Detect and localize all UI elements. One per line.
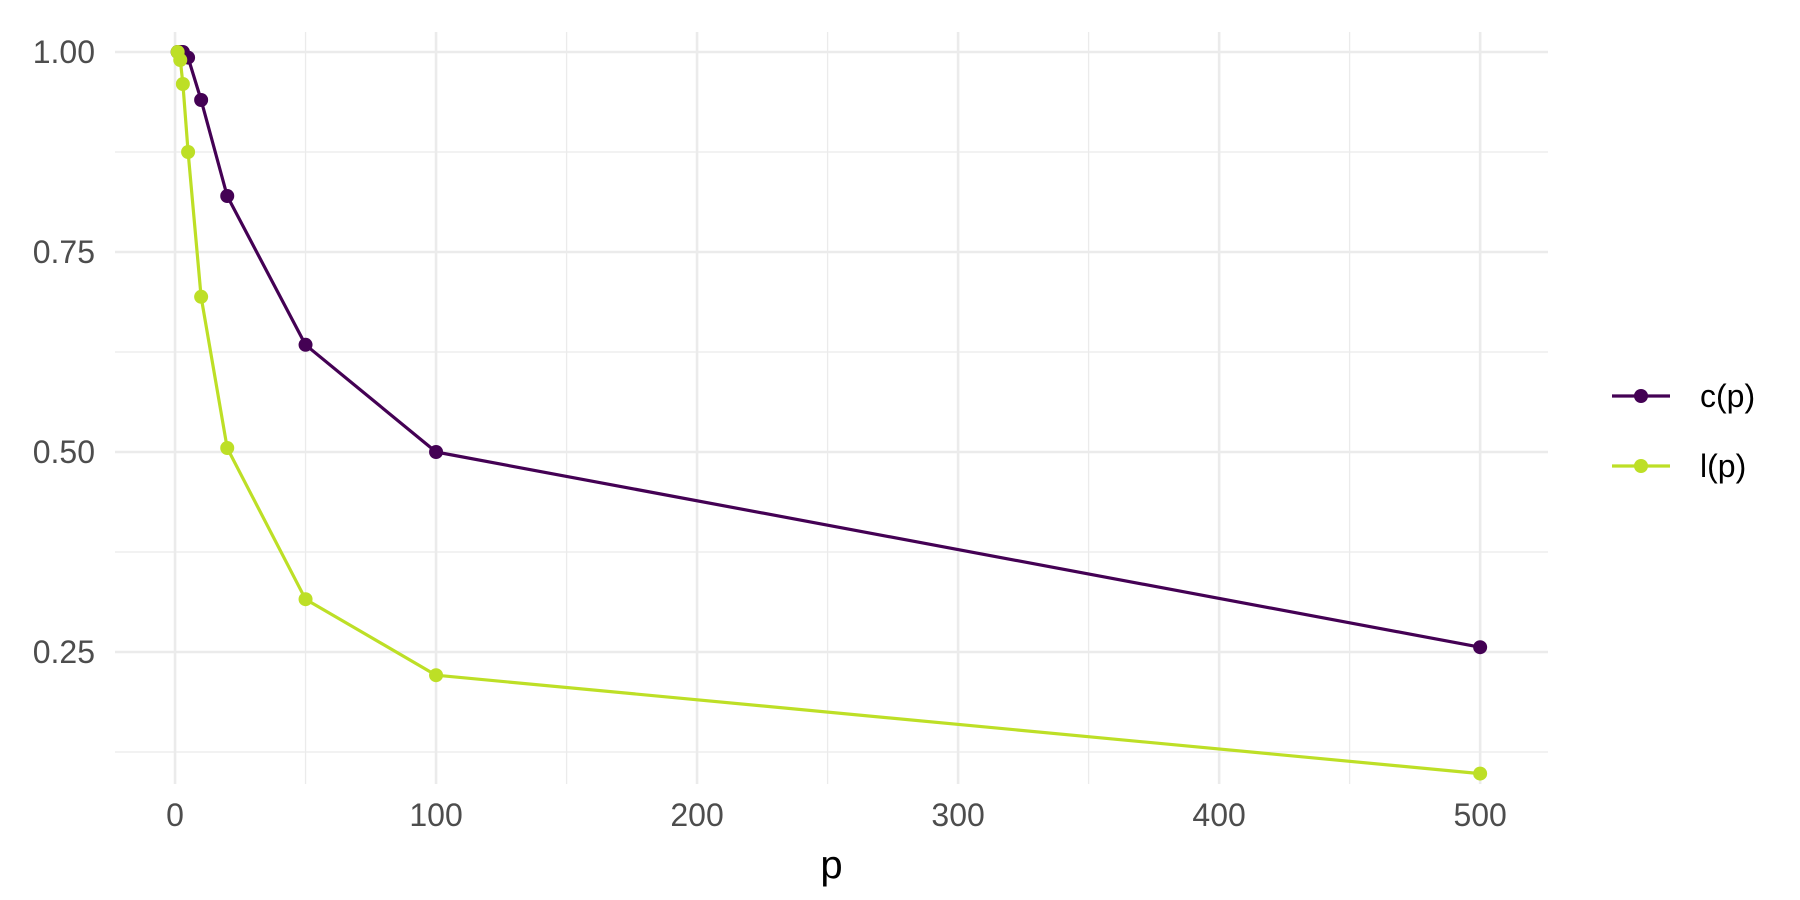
legend-label: c(p) [1700,378,1755,414]
data-point [1473,640,1488,655]
data-point [429,445,444,459]
x-tick-label: 200 [670,797,723,833]
data-point [194,289,209,304]
grid [115,32,1548,784]
legend: c(p) l(p) [1612,378,1755,484]
y-tick-label: 0.50 [33,434,95,470]
legend-key-point [1634,389,1648,403]
x-tick-label: 300 [931,797,984,833]
data-point [175,77,190,91]
y-tick-label: 0.75 [33,234,95,270]
x-tick-label: 500 [1453,797,1506,833]
x-axis-title: p [820,843,842,887]
series-line-2 [176,51,1481,776]
series-line-1 [177,50,1481,649]
data-point [173,53,188,67]
x-tick-label: 0 [166,797,184,833]
x-tick-label: 100 [409,797,462,833]
data-point [1473,766,1488,781]
data-point [429,668,444,683]
x-tick-label: 400 [1192,797,1245,833]
legend-label: l(p) [1700,448,1746,484]
legend-key-point [1634,459,1648,473]
y-tick-label: 1.00 [33,34,95,70]
series [170,45,1488,781]
data-point [220,189,235,203]
axes: 0.25 0.50 0.75 1.00 0 100 200 300 400 500 p [33,34,1507,887]
data-point [194,93,209,107]
data-point [298,592,313,607]
y-tick-label: 0.25 [33,634,95,670]
data-point [181,145,196,159]
data-point [220,441,235,455]
data-point [298,337,313,352]
